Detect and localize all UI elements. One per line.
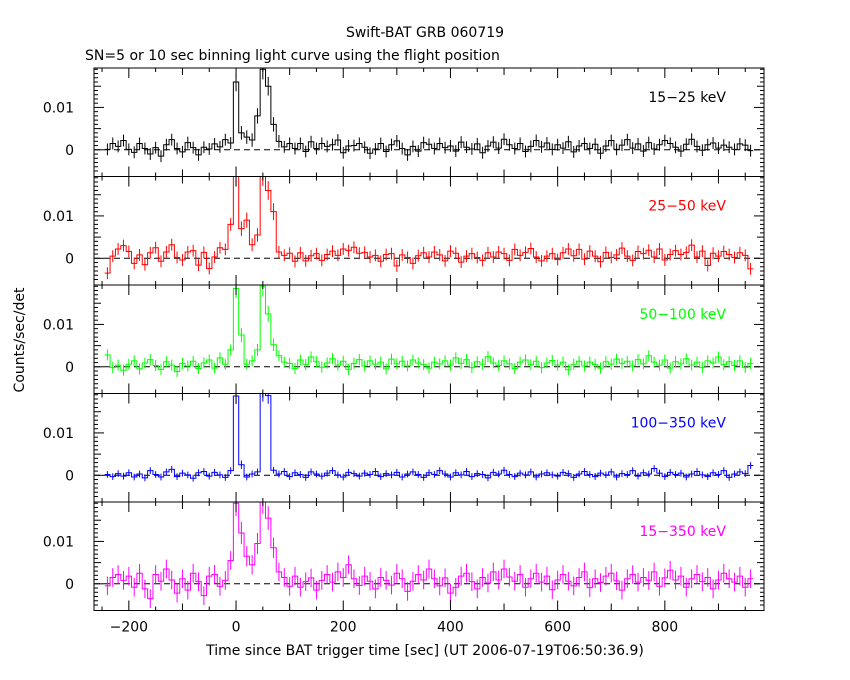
band-label: 50−100 keV <box>639 307 726 323</box>
y-tick-label: 0.01 <box>43 209 74 225</box>
y-axis-label: Counts/sec/det <box>12 287 28 392</box>
band-label: 15−350 keV <box>639 524 726 540</box>
panel-3: 0 0.01 100−350 keV <box>43 393 765 503</box>
x-tick-label: 400 <box>437 620 464 636</box>
band-label: 15−25 keV <box>648 90 726 106</box>
histogram-line <box>104 393 754 479</box>
x-tick-label: 0 <box>232 620 241 636</box>
series-4 <box>104 502 754 608</box>
series-0 <box>104 68 754 163</box>
panel-frame <box>93 501 765 611</box>
y-tick-label: 0 <box>65 468 74 484</box>
y-tick-label: 0 <box>65 360 74 376</box>
panel-0: 0 0.01 15−25 keV <box>43 67 765 177</box>
x-tick-label: 800 <box>651 620 678 636</box>
panel-2: 0 0.01 50−100 keV <box>43 284 765 394</box>
y-tick-label: 0.01 <box>43 100 74 116</box>
series-2 <box>104 285 754 377</box>
y-tick-label: 0.01 <box>43 534 74 550</box>
panel-frame <box>93 393 765 503</box>
band-label: 25−50 keV <box>648 199 726 215</box>
panel-frame <box>93 176 765 286</box>
y-tick-label: 0 <box>65 251 74 267</box>
chart-title: Swift-BAT GRB 060719 <box>346 25 504 41</box>
y-tick-label: 0 <box>65 143 74 159</box>
histogram-line <box>104 285 754 372</box>
panel-4: 0 0.01 15−350 keV <box>43 501 765 611</box>
x-axis-label: Time since BAT trigger time [sec] (UT 20… <box>205 643 644 659</box>
panel-frame <box>93 67 765 177</box>
x-tick-label: 200 <box>330 620 357 636</box>
y-tick-label: 0.01 <box>43 317 74 333</box>
series-1 <box>104 176 754 280</box>
x-tick-label: 600 <box>544 620 571 636</box>
panel-frame <box>93 284 765 394</box>
chart-subtitle: SN=5 or 10 sec binning light curve using… <box>85 48 500 64</box>
y-tick-label: 0 <box>65 577 74 593</box>
y-tick-label: 0.01 <box>43 426 74 442</box>
band-label: 100−350 keV <box>631 416 727 432</box>
series-3 <box>104 393 754 482</box>
panels-group: 0 0.01 15−25 keV 0 0.01 25−50 keV 0 0.01 50−100 … <box>43 67 765 636</box>
x-tick-label: −200 <box>110 620 148 636</box>
panel-1: 0 0.01 25−50 keV <box>43 176 765 286</box>
